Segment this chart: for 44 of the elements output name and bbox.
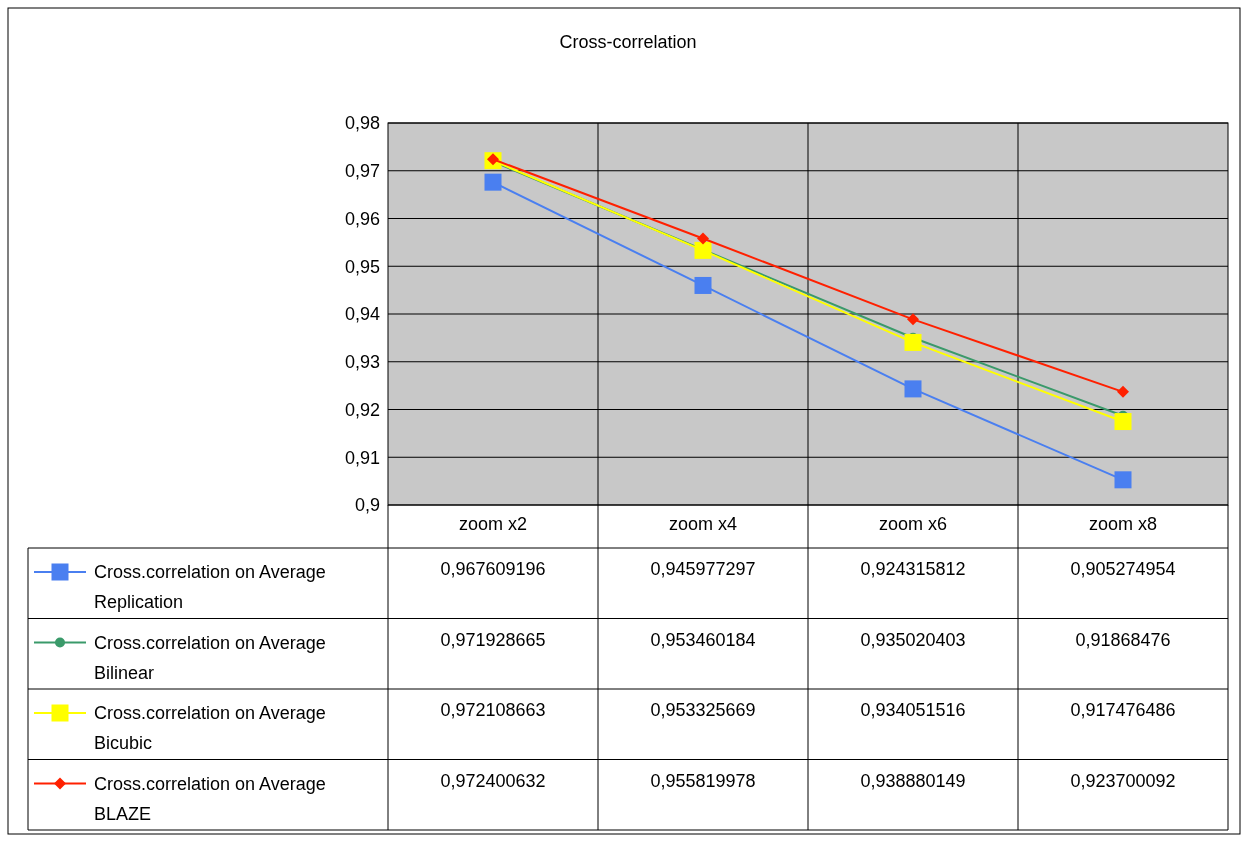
point <box>1114 413 1132 431</box>
data-label: 0,972400632 <box>440 770 546 791</box>
y-tick-label: 0,93 <box>344 352 380 373</box>
x-tick-label: zoom x6 <box>878 514 948 534</box>
y-tick-label: 0,98 <box>344 113 380 134</box>
data-label: 0,934051516 <box>860 700 966 720</box>
x-tick-label: zoom x8 <box>1088 514 1158 534</box>
y-tick-label: 0,97 <box>344 161 380 182</box>
legend-label: Cross.correlation on Average BLAZE <box>94 773 326 824</box>
data-label: 0,967609196 <box>440 559 546 579</box>
data-label: 0,955819978 <box>650 770 756 791</box>
data-label: 0,917476486 <box>1070 700 1176 720</box>
legend-label: Cross.correlation on Average Bicubic <box>94 703 326 753</box>
y-tick-label: 0,91 <box>344 447 380 468</box>
data-label: 0,971928665 <box>440 629 546 650</box>
point <box>904 380 922 398</box>
point <box>907 313 919 326</box>
data-label: 0,935020403 <box>860 629 966 650</box>
chart-title: Cross-correlation <box>559 32 697 52</box>
point <box>484 173 502 191</box>
data-label: 0,972108663 <box>440 700 546 720</box>
point <box>904 333 922 351</box>
data-label: 0,924315812 <box>860 559 966 579</box>
y-tick-label: 0,92 <box>344 399 380 420</box>
point <box>694 241 712 259</box>
legend-label: Cross.correlation on Average Replication <box>94 562 326 612</box>
data-label: 0,945977297 <box>650 559 756 579</box>
y-tick-label: 0,94 <box>344 304 380 325</box>
y-tick-label: 0,9 <box>354 495 380 516</box>
data-label: 0,953460184 <box>650 629 756 650</box>
x-tick-label: zoom x4 <box>668 514 738 534</box>
point <box>1117 385 1129 398</box>
legend-label: Cross.correlation on Average Bilinear <box>94 632 326 683</box>
point <box>694 276 712 294</box>
point <box>697 232 709 245</box>
data-label: 0,923700092 <box>1070 770 1176 791</box>
data-label: 0,953325669 <box>650 700 756 720</box>
point <box>1114 471 1132 489</box>
data-label: 0,91868476 <box>1075 629 1171 650</box>
x-tick-label: zoom x2 <box>458 514 528 534</box>
data-label: 0,905274954 <box>1070 559 1176 579</box>
data-label: 0,938880149 <box>860 770 966 791</box>
y-tick-label: 0,95 <box>344 256 380 277</box>
y-tick-label: 0,96 <box>344 208 380 229</box>
